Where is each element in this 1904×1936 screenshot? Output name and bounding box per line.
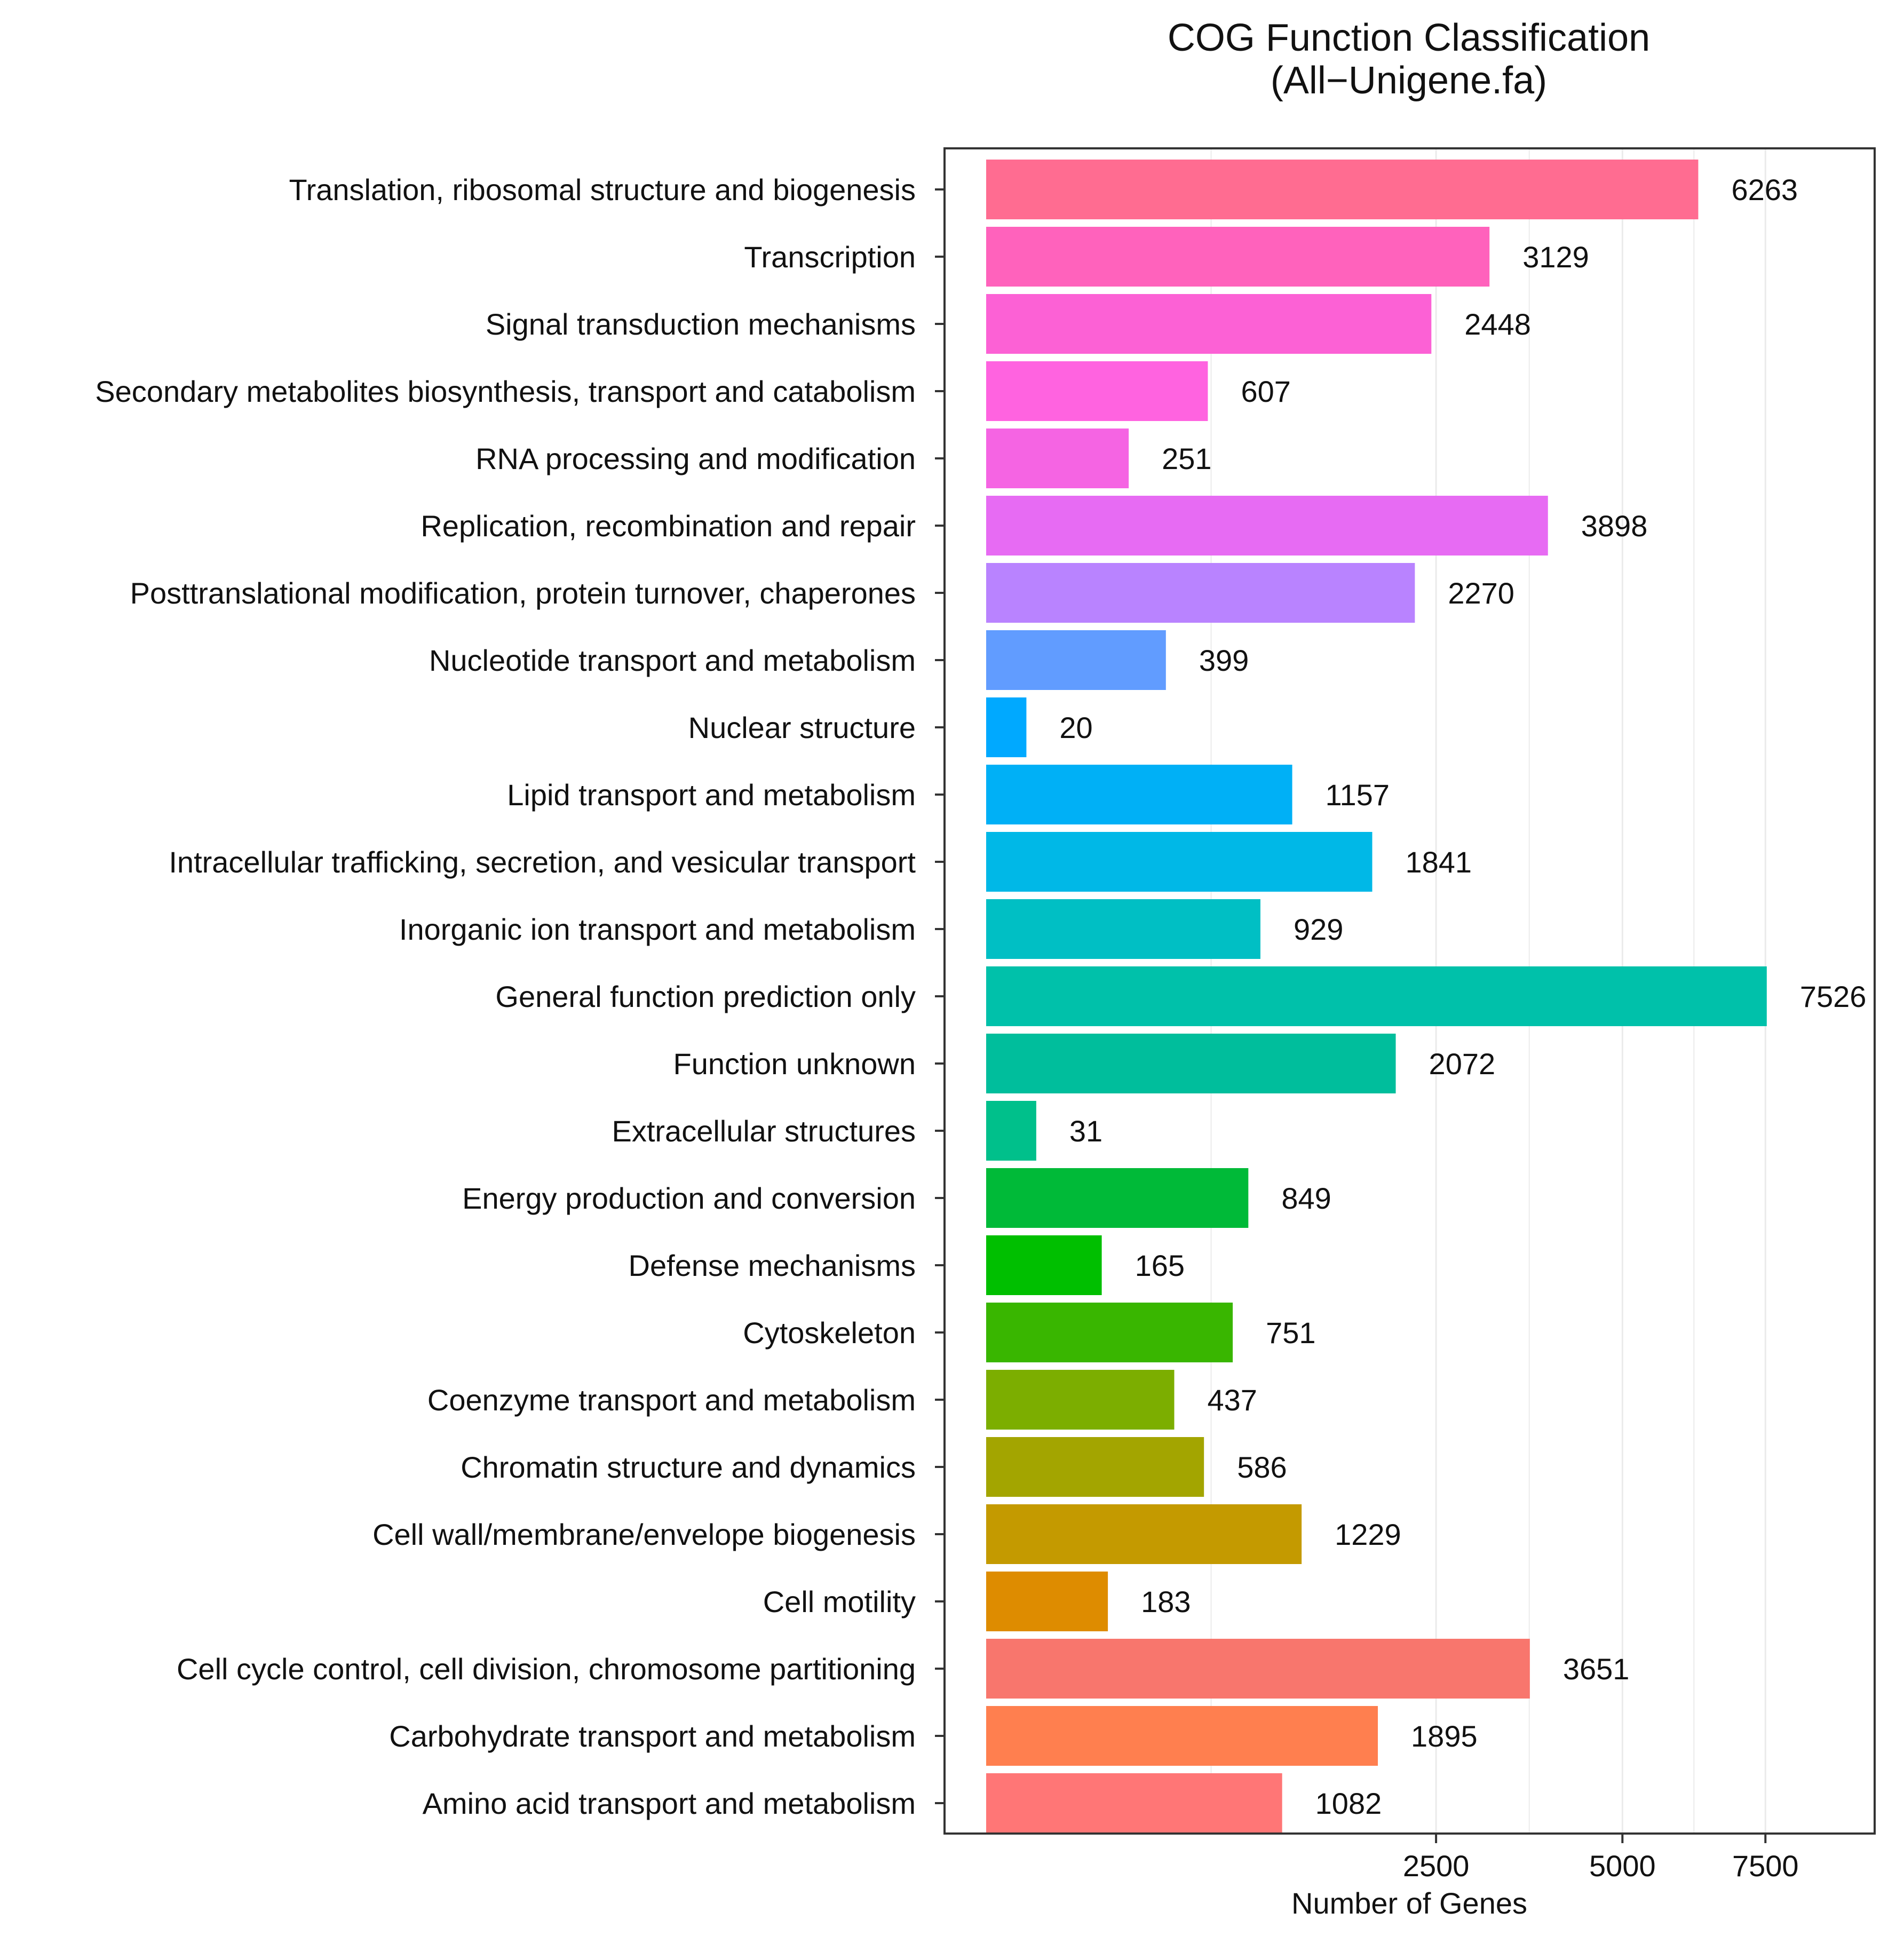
bar-value-label: 437 <box>1207 1383 1257 1417</box>
x-tick-label: 2500 <box>1403 1849 1470 1883</box>
category-label: RNA processing and modification <box>475 442 916 475</box>
category-label: Amino acid transport and metabolism <box>423 1787 916 1820</box>
bar-value-label: 3898 <box>1581 509 1648 543</box>
bar-value-label: 2448 <box>1464 307 1531 341</box>
bar-value-label: 751 <box>1266 1316 1315 1350</box>
bar-value-label: 1157 <box>1326 778 1390 812</box>
bar <box>986 966 1767 1026</box>
category-label: Transcription <box>744 240 916 274</box>
bar <box>986 832 1373 892</box>
bar <box>986 1437 1204 1497</box>
bar-value-label: 399 <box>1199 644 1249 677</box>
chart-title: COG Function Classification <box>1168 17 1650 59</box>
bar-value-label: 1082 <box>1315 1787 1382 1820</box>
bar-value-label: 165 <box>1135 1249 1185 1282</box>
category-label: Function unknown <box>673 1047 916 1081</box>
bar <box>986 227 1490 287</box>
category-label: Translation, ribosomal structure and bio… <box>289 173 916 207</box>
category-label: Carbohydrate transport and metabolism <box>389 1719 916 1753</box>
x-tick-label: 7500 <box>1732 1849 1799 1883</box>
bar <box>986 1639 1530 1699</box>
bar-value-label: 3651 <box>1563 1652 1630 1686</box>
category-label: Energy production and conversion <box>462 1181 916 1215</box>
category-label: Chromatin structure and dynamics <box>461 1450 916 1484</box>
bar-value-label: 849 <box>1281 1181 1331 1215</box>
bar-value-label: 1841 <box>1406 845 1472 879</box>
bar <box>986 697 1027 757</box>
bar <box>986 496 1548 556</box>
bar-value-label: 6263 <box>1731 173 1798 207</box>
chart-subtitle: (All−Unigene.fa) <box>1271 59 1547 102</box>
bar <box>986 1168 1249 1228</box>
category-label: Cell wall/membrane/envelope biogenesis <box>372 1518 916 1551</box>
category-label: Intracellular trafficking, secretion, an… <box>169 845 916 879</box>
bar <box>986 1370 1175 1430</box>
bars-group: 6263 3129 2448 607 251 3898 2270 399 20 1157 1841 9… <box>986 160 1866 1833</box>
category-label: Replication, recombination and repair <box>421 509 916 543</box>
bar <box>986 1504 1302 1564</box>
bar <box>986 563 1415 623</box>
bar <box>986 1101 1036 1161</box>
category-label: Extracellular structures <box>612 1114 916 1148</box>
bar-value-label: 7526 <box>1800 980 1867 1013</box>
category-label: Inorganic ion transport and metabolism <box>399 913 916 946</box>
category-label: Secondary metabolites biosynthesis, tran… <box>95 375 916 408</box>
category-label: General function prediction only <box>495 980 916 1013</box>
bar <box>986 429 1129 488</box>
category-label: Nuclear structure <box>688 711 916 744</box>
category-label: Signal transduction mechanisms <box>486 307 916 341</box>
bar-value-label: 929 <box>1294 913 1343 946</box>
bar <box>986 1706 1378 1766</box>
bar-value-label: 31 <box>1069 1114 1102 1148</box>
bar-value-label: 1229 <box>1335 1518 1401 1551</box>
bar-value-label: 2072 <box>1429 1047 1496 1081</box>
x-axis-title: Number of Genes <box>1291 1886 1527 1920</box>
category-label: Posttranslational modification, protein … <box>130 576 916 610</box>
bar-value-label: 2270 <box>1448 576 1514 610</box>
bar <box>986 899 1260 959</box>
bar <box>986 1572 1108 1631</box>
bar <box>986 294 1432 354</box>
category-label: Cell motility <box>763 1585 916 1618</box>
axis-ticks: Translation, ribosomal structure and bio… <box>95 173 1798 1883</box>
bar-value-label: 20 <box>1059 711 1092 744</box>
bar <box>986 160 1699 219</box>
category-label: Defense mechanisms <box>629 1249 916 1282</box>
x-tick-label: 5000 <box>1589 1849 1656 1883</box>
category-label: Cell cycle control, cell division, chrom… <box>177 1652 916 1686</box>
bar <box>986 1773 1282 1833</box>
category-label: Coenzyme transport and metabolism <box>427 1383 916 1417</box>
category-label: Lipid transport and metabolism <box>507 778 916 812</box>
bar <box>986 765 1292 824</box>
bar-value-label: 251 <box>1162 442 1211 475</box>
bar-value-label: 1895 <box>1411 1719 1478 1753</box>
bar <box>986 630 1166 690</box>
bar <box>986 1303 1233 1362</box>
category-label: Nucleotide transport and metabolism <box>429 644 916 677</box>
bar-value-label: 183 <box>1141 1585 1191 1618</box>
bar-value-label: 607 <box>1241 375 1290 408</box>
bar-value-label: 3129 <box>1522 240 1589 274</box>
bar <box>986 1235 1102 1295</box>
category-label: Cytoskeleton <box>743 1316 916 1350</box>
bar <box>986 361 1208 421</box>
bar <box>986 1034 1396 1093</box>
bar-value-label: 586 <box>1237 1450 1287 1484</box>
plot-frame <box>943 147 1876 1835</box>
